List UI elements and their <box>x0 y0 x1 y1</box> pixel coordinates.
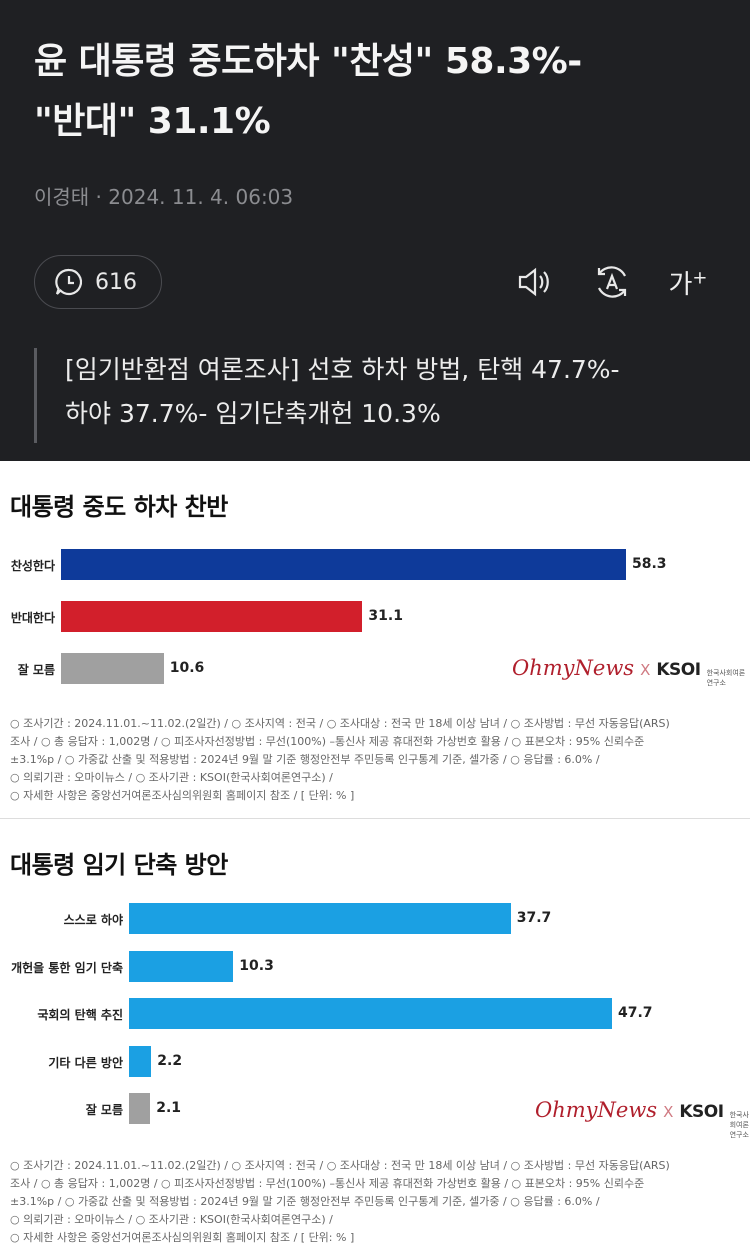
category-label: 잘 모름 <box>17 663 55 677</box>
ksoi-logo-sub: 한국사회여론연구소 <box>729 1111 749 1139</box>
category-label: 찬성한다 <box>10 559 55 573</box>
logo-separator: X <box>640 661 651 679</box>
chart2-logo: OhmyNews X KSOI 한국사회여론연구소 <box>535 1098 750 1140</box>
bar <box>129 950 234 982</box>
bar <box>61 601 363 632</box>
note-line: ○ 의뢰기관 : 오마이뉴스 / ○ 조사기관 : KSOI(한국사회여론연구소… <box>10 771 333 784</box>
ksoi-logo: KSOI <box>656 660 701 680</box>
note-line: ±3.1%p / ○ 가중값 산출 및 적용방법 : 2024년 9월 말 기준… <box>10 753 600 766</box>
bar <box>61 549 626 580</box>
note-line: ○ 의뢰기관 : 오마이뉴스 / ○ 조사기관 : KSOI(한국사회여론연구소… <box>10 1213 333 1226</box>
headline-line-1: 윤 대통령 중도하차 "찬성" 58.3%- <box>34 41 582 82</box>
value-label: 47.7 <box>618 1005 653 1021</box>
summary-line-1: [임기반환점 여론조사] 선호 하차 방법, 탄핵 47.7%- <box>65 355 620 384</box>
comment-icon <box>55 268 83 296</box>
note-line: ○ 조사기간 : 2024.11.01.~11.02.(2일간) / ○ 조사지… <box>10 1159 670 1172</box>
section-divider <box>0 818 750 819</box>
note-line: ○ 조사기간 : 2024.11.01.~11.02.(2일간) / ○ 조사지… <box>10 717 670 730</box>
ksoi-logo-sub: 한국사회여론연구소 <box>706 669 746 687</box>
logo-separator: X <box>663 1103 674 1121</box>
bar <box>129 1093 151 1124</box>
chart1-logo: OhmyNews X KSOI 한국사회여론연구소 <box>512 656 750 688</box>
font-size-plus: + <box>692 266 708 288</box>
font-size-button[interactable]: 가+ <box>666 260 710 304</box>
article-summary: [임기반환점 여론조사] 선호 하차 방법, 탄핵 47.7%- 하야 37.7… <box>34 348 724 443</box>
category-label: 반대한다 <box>10 611 55 625</box>
summary-line-2: 하야 37.7%- 임기단축개헌 10.3% <box>65 399 441 428</box>
speaker-icon <box>518 267 549 297</box>
headline-line-2: "반대" 31.1% <box>34 101 271 142</box>
category-label: 기타 다른 방안 <box>48 1055 123 1070</box>
bar <box>129 998 612 1029</box>
ohmynews-logo: OhmyNews <box>512 656 635 680</box>
font-size-label: 가 <box>668 269 693 300</box>
comment-count: 616 <box>95 269 137 295</box>
bar <box>61 653 164 684</box>
translate-button[interactable] <box>590 260 634 304</box>
ksoi-logo: KSOI <box>679 1102 724 1122</box>
value-label: 37.7 <box>516 910 552 926</box>
value-label: 10.3 <box>239 957 274 974</box>
note-line: ±3.1%p / ○ 가중값 산출 및 적용방법 : 2024년 9월 말 기준… <box>10 1195 600 1208</box>
article-headline: 윤 대통령 중도하차 "찬성" 58.3%- "반대" 31.1% <box>34 32 724 152</box>
value-label: 31.1 <box>368 608 403 624</box>
value-label: 10.6 <box>169 660 205 676</box>
note-line: ○ 자세한 사항은 중앙선거여론조사심의위원회 홈페이지 참조 / [ 단위: … <box>10 789 355 802</box>
listen-button[interactable] <box>512 260 556 304</box>
article-header: 윤 대통령 중도하차 "찬성" 58.3%- "반대" 31.1% 이경태 · … <box>0 0 750 461</box>
note-line: ○ 자세한 사항은 중앙선거여론조사심의위원회 홈페이지 참조 / [ 단위: … <box>10 1231 355 1244</box>
note-line: 조사 / ○ 총 응답자 : 1,002명 / ○ 피조사자선정방법 : 무선(… <box>10 735 645 748</box>
category-label: 국회의 탄핵 추진 <box>37 1008 123 1022</box>
value-label: 2.2 <box>157 1052 183 1069</box>
category-label: 스스로 하야 <box>63 913 123 927</box>
chart1-notes: ○ 조사기간 : 2024.11.01.~11.02.(2일간) / ○ 조사지… <box>10 715 735 805</box>
value-label: 58.3 <box>632 556 667 572</box>
translate-icon <box>597 266 627 298</box>
note-line: 조사 / ○ 총 응답자 : 1,002명 / ○ 피조사자선정방법 : 무선(… <box>10 1177 645 1190</box>
chart2-title: 대통령 임기 단축 방안 <box>10 851 228 879</box>
chart1-title: 대통령 중도 하차 찬반 <box>10 493 228 521</box>
value-label: 2.1 <box>156 1100 182 1116</box>
chart2-notes: ○ 조사기간 : 2024.11.01.~11.02.(2일간) / ○ 조사지… <box>10 1157 735 1247</box>
bar <box>129 903 511 934</box>
category-label: 개헌을 통한 임기 단축 <box>11 960 123 975</box>
comment-button[interactable]: 616 <box>34 255 162 309</box>
font-size-icon: 가+ <box>668 264 707 301</box>
article-byline: 이경태 · 2024. 11. 4. 06:03 <box>34 185 294 209</box>
bar <box>129 1045 152 1077</box>
ohmynews-logo: OhmyNews <box>535 1098 658 1122</box>
category-label: 잘 모름 <box>85 1103 123 1117</box>
